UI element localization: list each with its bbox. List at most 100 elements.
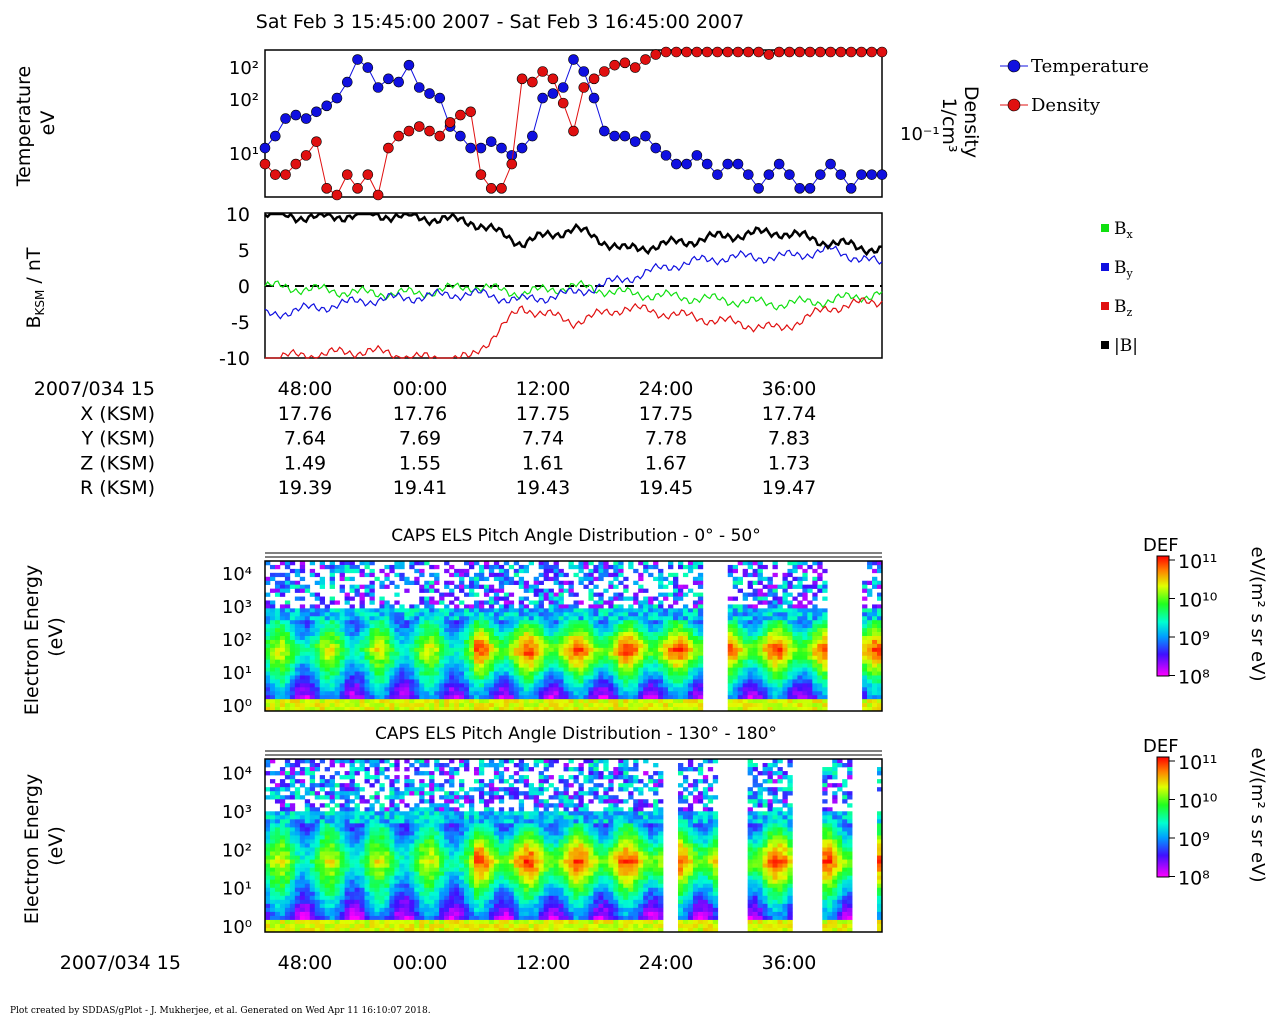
heat-cell — [469, 687, 475, 692]
heat-cell — [548, 691, 554, 696]
heat-cell — [483, 600, 490, 605]
heat-cell — [732, 643, 739, 649]
heat-cell — [269, 911, 276, 917]
heat-cell — [593, 616, 599, 621]
heat-cell — [578, 639, 584, 645]
panel1-ytick: 10² — [229, 58, 259, 79]
heat-cell — [563, 687, 569, 692]
heat-cell — [374, 620, 380, 625]
heat-cell — [284, 927, 291, 933]
heat-cell — [464, 592, 470, 597]
heat-cell — [548, 592, 554, 597]
heat-cell — [314, 763, 321, 768]
heat-cell — [658, 600, 664, 605]
heat-cell — [682, 659, 689, 664]
heat-cell — [374, 667, 380, 672]
heat-cell — [389, 863, 395, 868]
data-point-density — [280, 169, 291, 180]
heat-cell — [663, 687, 669, 692]
heat-cell — [265, 759, 271, 764]
heat-cell — [304, 907, 311, 913]
heat-cell — [488, 596, 495, 601]
heat-cell — [274, 843, 281, 848]
legend-marker — [1007, 59, 1021, 73]
heat-cell — [633, 675, 639, 680]
heat-cell — [269, 899, 276, 905]
heat-cell — [538, 647, 544, 653]
heat-cell — [692, 592, 699, 597]
heat-cell — [578, 632, 584, 637]
heat-cell — [404, 659, 410, 664]
heat-cell — [478, 584, 485, 589]
heat-cell — [608, 596, 614, 601]
heat-cell — [454, 659, 460, 664]
heat-cell — [862, 659, 868, 664]
heat-cell — [663, 639, 669, 645]
heat-cell — [274, 703, 281, 708]
heat-cell — [658, 679, 664, 684]
heat-cell — [459, 691, 465, 696]
heat-cell — [543, 671, 549, 676]
heat-cell — [429, 679, 435, 684]
heat-cell — [777, 647, 783, 653]
heat-cell — [274, 895, 281, 901]
heat-cell — [324, 815, 330, 820]
data-point-temperature — [691, 150, 703, 161]
heat-cell — [339, 699, 345, 704]
heat-cell — [478, 695, 485, 700]
heat-cell — [459, 707, 465, 712]
heat-cell — [867, 699, 873, 704]
heat-cell — [478, 572, 485, 578]
heat-cell — [558, 703, 564, 708]
heat-cell — [812, 667, 818, 672]
heat-cell — [279, 647, 286, 653]
heat-cell — [493, 628, 500, 633]
heat-cell — [867, 663, 873, 668]
data-point-temperature — [701, 158, 713, 170]
heat-cell — [354, 628, 360, 633]
heat-cell — [558, 572, 564, 578]
heat-cell — [269, 699, 276, 704]
heat-cell — [692, 628, 699, 633]
heat-cell — [344, 863, 350, 868]
heat-cell — [344, 651, 350, 657]
heat-cell — [682, 667, 689, 672]
heat-cell — [653, 675, 659, 680]
heat-cell — [399, 835, 405, 840]
heat-cell — [608, 624, 614, 629]
heat-cell — [697, 604, 704, 609]
heat-cell — [658, 707, 664, 712]
heat-cell — [404, 883, 410, 889]
heat-cell — [414, 632, 420, 637]
heat-cell — [374, 608, 380, 613]
heat-cell — [419, 584, 425, 589]
heat-cell — [279, 675, 286, 680]
heat-cell — [752, 651, 758, 657]
heat-cell — [304, 863, 311, 868]
heat-cell — [364, 699, 370, 704]
heat-cell — [568, 707, 574, 712]
heat-cell — [364, 843, 370, 848]
heat-cell — [503, 636, 510, 641]
heat-cell — [399, 675, 405, 680]
heat-cell — [409, 875, 415, 880]
heat-cell — [309, 651, 316, 657]
heat-cell — [782, 572, 788, 578]
heat-cell — [424, 561, 430, 566]
heat-cell — [613, 568, 619, 574]
heat-cell — [658, 655, 664, 660]
heat-cell — [623, 639, 629, 645]
heat-cell — [364, 592, 370, 597]
heat-cell — [309, 891, 316, 897]
heat-cell — [354, 699, 360, 704]
heat-cell — [493, 632, 500, 637]
heat-cell — [265, 883, 271, 889]
heat-cell — [528, 691, 534, 696]
heat-cell — [349, 851, 355, 856]
heat-cell — [404, 827, 410, 832]
heat-cell — [558, 663, 564, 668]
heat-cell — [673, 671, 679, 676]
heat-cell — [568, 687, 574, 692]
heat-cell — [274, 903, 281, 909]
